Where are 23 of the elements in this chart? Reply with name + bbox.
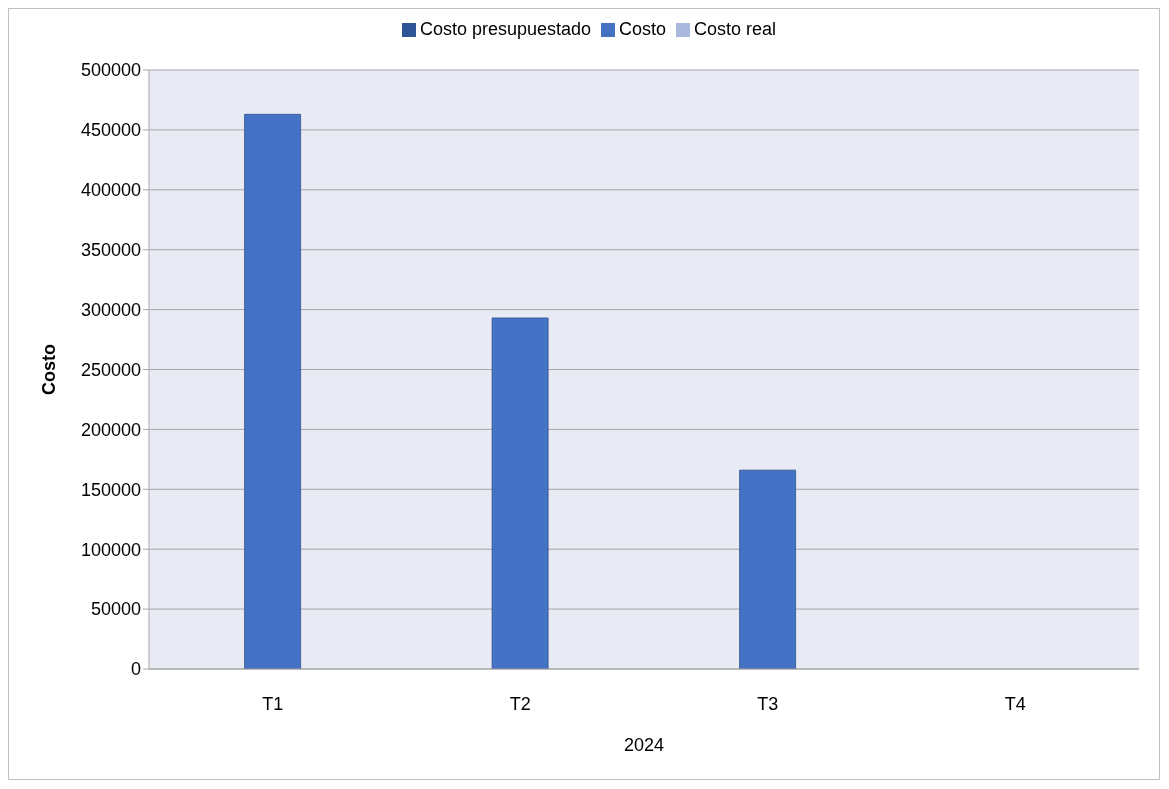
y-tick-label: 250000 (80, 359, 141, 380)
x-tick-label: T4 (1004, 693, 1026, 714)
y-tick-label: 0 (130, 659, 141, 680)
legend-label: Costo (619, 19, 667, 39)
x-axis-title: 2024 (623, 735, 665, 755)
bar (739, 469, 796, 669)
y-tick-label: 500000 (80, 60, 141, 81)
y-axis-title: Costo (39, 344, 60, 395)
y-tick-label: 400000 (80, 180, 141, 201)
bar (491, 317, 549, 669)
y-tick-label: 200000 (80, 419, 141, 440)
y-tick-label: 150000 (80, 479, 141, 500)
bar (244, 113, 301, 669)
y-tick-label: 450000 (80, 120, 141, 141)
x-tick-label: T2 (509, 693, 531, 714)
y-tick-label: 50000 (90, 599, 141, 620)
legend-label: Costo presupuestado (419, 19, 592, 39)
legend-label: Costo real (694, 19, 777, 39)
y-tick-label: 300000 (80, 299, 141, 320)
x-tick-label: T1 (262, 693, 284, 714)
y-tick-label: 100000 (80, 539, 141, 560)
x-tick-label: T3 (757, 693, 779, 714)
y-tick-label: 350000 (80, 240, 141, 261)
